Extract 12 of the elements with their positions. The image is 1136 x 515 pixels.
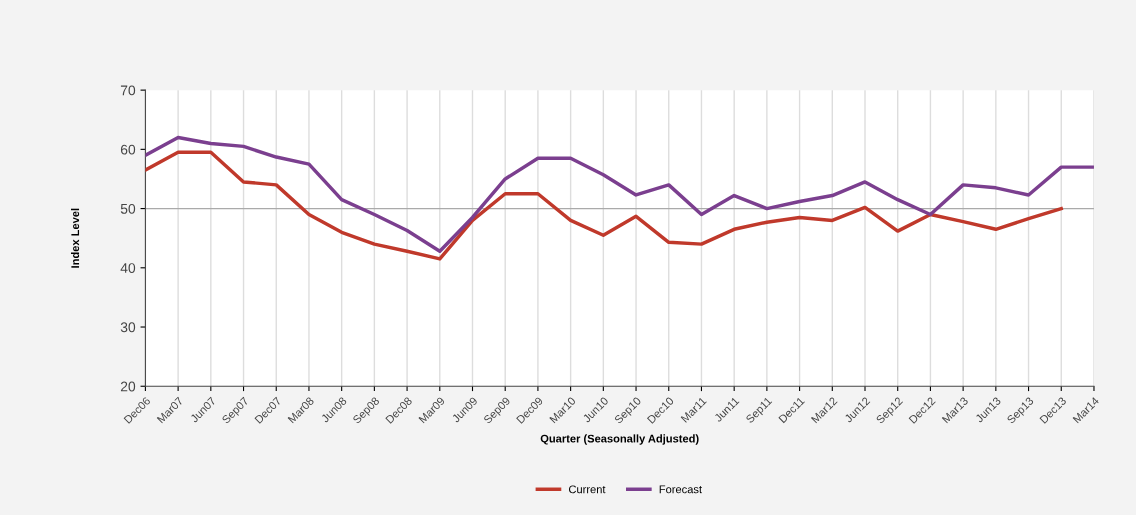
y-tick-label: 60 [120, 144, 136, 155]
legend-label: Forecast [659, 485, 702, 494]
x-axis-title: Quarter (Seasonally Adjusted) [540, 434, 699, 445]
y-tick-label: 50 [120, 203, 136, 214]
y-tick-label: 20 [120, 381, 136, 392]
y-tick-label: 40 [120, 263, 136, 273]
y-tick-label: 30 [120, 322, 136, 333]
line-series [145, 150, 1063, 261]
y-axis-title: Index Level [70, 208, 80, 268]
y-tick-label: 70 [120, 85, 136, 96]
line-series [145, 135, 1094, 253]
legend-label: Current [569, 485, 606, 494]
